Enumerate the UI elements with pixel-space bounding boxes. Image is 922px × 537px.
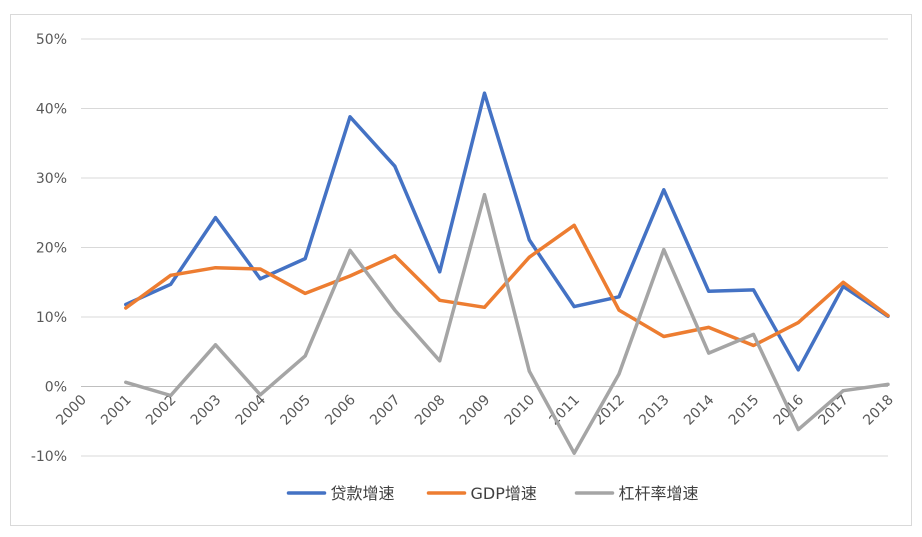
x-tick-label: 2018 [860,392,897,429]
data-point-1-14 [707,325,711,329]
data-point-1-10 [527,255,531,259]
data-point-0-12 [617,295,621,299]
data-point-1-12 [617,308,621,312]
x-tick-label: 2008 [412,392,449,429]
data-point-0-6 [348,115,352,119]
data-point-0-4 [258,277,262,281]
data-point-2-7 [393,308,397,312]
chart-frame: -10% 0% 10% 20% 30% 40% 50% 2000 2001 2002 2003 20… [10,14,912,526]
data-point-0-8 [438,270,442,274]
data-point-1-17 [841,280,845,284]
x-tick-label: 2009 [457,392,494,429]
data-point-1-13 [662,334,666,338]
data-point-2-5 [303,354,307,358]
data-point-2-6 [348,248,352,252]
grid-layer [81,38,888,457]
data-point-0-17 [841,284,845,288]
data-point-1-7 [393,254,397,258]
data-point-1-6 [348,274,352,278]
series-layer [124,91,890,455]
data-point-1-4 [258,267,262,271]
x-tick-label: 2006 [322,392,359,429]
data-point-2-3 [214,343,217,347]
data-point-2-15 [752,332,755,336]
data-point-2-16 [796,428,800,432]
x-tick-label: 2001 [98,392,135,429]
legend-label-0: 贷款增速 [331,484,395,503]
data-point-0-10 [527,238,531,242]
data-point-1-15 [752,343,755,347]
x-tick-label: 2014 [681,392,718,429]
data-point-0-1 [124,302,128,306]
y-tick-label: 50% [36,32,67,48]
series-line-0 [124,91,890,372]
data-point-1-1 [124,306,128,310]
x-tick-label: 2003 [188,392,225,429]
data-point-2-2 [169,394,173,398]
data-point-2-18 [886,382,890,386]
x-tick-label: 2013 [636,392,673,429]
y-axis-ticks: -10% 0% 10% 20% 30% 40% 50% [31,32,67,465]
legend-label-1: GDP增速 [471,484,537,503]
data-point-0-7 [393,164,397,168]
data-point-2-11 [572,451,576,455]
y-tick-label: 20% [36,241,67,257]
data-point-1-2 [169,273,173,277]
data-point-2-14 [707,351,711,355]
data-point-0-11 [572,305,576,309]
x-tick-label: 2015 [726,392,763,429]
data-point-0-14 [707,289,711,293]
y-tick-label: -10% [31,449,67,465]
data-point-2-17 [841,389,845,393]
x-tick-label: 2005 [277,392,314,429]
y-tick-label: 40% [36,102,67,118]
data-point-2-8 [438,359,442,363]
data-point-1-11 [572,223,576,227]
series-line-2 [124,192,890,455]
x-tick-label: 2007 [367,392,404,429]
x-tick-label: 2010 [502,392,539,429]
data-point-1-8 [438,298,442,302]
data-point-1-5 [303,291,307,295]
data-point-1-18 [886,314,890,318]
line-chart: -10%0%10%20%30%40%50% 2000 2001 2002 2003 20… [31,32,897,503]
data-point-0-9 [483,91,486,95]
x-axis-ticks: 2000 2001 2002 2003 2004 2005 2006 2007 2008 2009… [53,392,897,429]
y-tick-label: 0% [45,380,67,396]
legend: 贷款增速 GDP增速 杠杆率增速 [286,484,699,503]
data-point-0-16 [796,368,800,372]
data-point-1-9 [483,305,486,309]
data-point-0-13 [662,188,666,192]
y-tick-label: 10% [36,310,67,326]
data-point-2-12 [617,372,621,376]
data-point-2-4 [258,393,262,397]
legend-label-2: 杠杆率增速 [619,484,699,503]
data-point-0-3 [214,216,217,220]
data-point-0-2 [169,282,173,286]
data-point-2-13 [662,248,666,252]
data-point-2-1 [124,380,128,384]
data-point-1-3 [214,266,217,270]
x-tick-label: 2002 [143,392,180,429]
x-tick-label: 2004 [233,392,270,429]
x-tick-label: 2000 [53,392,90,429]
data-point-0-5 [303,257,307,261]
y-tick-label: 30% [36,171,67,187]
data-point-0-15 [752,288,755,292]
data-point-2-10 [527,369,531,373]
data-point-1-16 [796,321,800,325]
data-point-2-9 [483,193,486,197]
